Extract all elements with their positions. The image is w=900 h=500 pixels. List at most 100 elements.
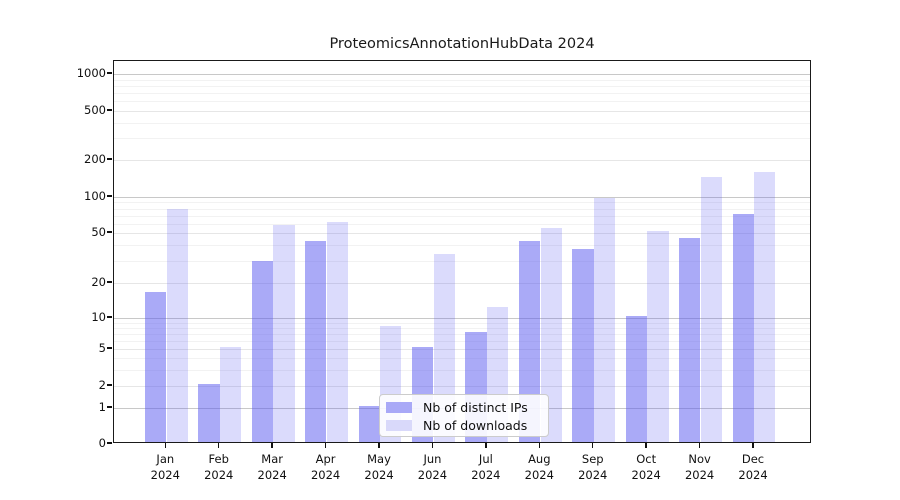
ytick-mark-100 bbox=[107, 195, 112, 197]
bar-downloads-mar bbox=[273, 225, 295, 442]
gridline-y-100 bbox=[114, 197, 810, 198]
xtick-mark-jul bbox=[485, 443, 487, 448]
gridline-y-30 bbox=[114, 260, 810, 262]
gridline-y-60 bbox=[114, 223, 810, 225]
gridline-y-300 bbox=[114, 138, 810, 140]
xtick-mark-jun bbox=[431, 443, 434, 448]
bar-distinct-ips-may bbox=[358, 406, 380, 442]
ytick-label-200: 200 bbox=[84, 152, 106, 166]
bar-distinct-ips-dec bbox=[732, 213, 754, 442]
gridline-y-5 bbox=[114, 349, 810, 350]
bar-distinct-ips-oct bbox=[625, 316, 647, 442]
gridline-y-70 bbox=[114, 215, 810, 217]
xtick-mark-oct bbox=[645, 443, 647, 448]
xtick-label-aug: Aug 2024 bbox=[524, 452, 554, 482]
ytick-label-10: 10 bbox=[91, 310, 106, 324]
xtick-label-feb: Feb 2024 bbox=[204, 452, 234, 482]
xtick-label-mar: Mar 2024 bbox=[257, 452, 287, 482]
gridline-y-80 bbox=[114, 208, 810, 210]
gridline-y-1000 bbox=[114, 74, 810, 75]
gridline-y-600 bbox=[114, 101, 810, 103]
xtick-mark-jan bbox=[164, 443, 166, 448]
bar-downloads-sep bbox=[593, 198, 616, 442]
gridline-y-3 bbox=[114, 369, 810, 371]
legend: Nb of distinct IPs Nb of downloads bbox=[379, 394, 549, 437]
gridline-y-9 bbox=[114, 322, 810, 324]
ytick-label-20: 20 bbox=[91, 275, 106, 289]
gridline-y-200 bbox=[114, 160, 810, 161]
ytick-label-1000: 1000 bbox=[76, 66, 106, 80]
ytick-mark-1 bbox=[107, 406, 112, 408]
ytick-mark-20 bbox=[107, 281, 112, 283]
ytick-mark-1000 bbox=[107, 72, 112, 74]
xtick-label-apr: Apr 2024 bbox=[310, 452, 341, 482]
bar-downloads-dec bbox=[754, 171, 776, 442]
bar-distinct-ips-feb bbox=[198, 384, 220, 442]
xtick-label-jun: Jun 2024 bbox=[417, 452, 448, 482]
ytick-mark-5 bbox=[107, 347, 112, 349]
gridline-y-400 bbox=[114, 122, 810, 124]
bar-distinct-ips-mar bbox=[251, 260, 273, 442]
legend-swatch-distinct-ips bbox=[386, 402, 412, 414]
bar-downloads-nov bbox=[700, 177, 722, 442]
xtick-mark-apr bbox=[324, 443, 327, 448]
xtick-mark-nov bbox=[698, 443, 701, 448]
xtick-label-oct: Oct 2024 bbox=[631, 452, 661, 482]
gridline-y-6 bbox=[114, 340, 810, 342]
xtick-label-sep: Sep 2024 bbox=[578, 452, 608, 482]
gridline-y-2 bbox=[114, 386, 810, 387]
xtick-mark-aug bbox=[538, 443, 540, 448]
ytick-mark-2 bbox=[107, 384, 112, 386]
ytick-mark-50 bbox=[107, 231, 112, 233]
xtick-mark-sep bbox=[592, 443, 594, 448]
ytick-label-50: 50 bbox=[91, 225, 106, 239]
xtick-mark-may bbox=[378, 443, 380, 448]
legend-swatch-downloads bbox=[386, 419, 412, 431]
bar-downloads-feb bbox=[219, 347, 242, 442]
ytick-mark-0 bbox=[107, 442, 112, 444]
gridline-y-900 bbox=[114, 79, 810, 81]
bar-downloads-aug bbox=[540, 227, 562, 442]
gridline-y-90 bbox=[114, 202, 810, 204]
xtick-label-jul: Jul 2024 bbox=[471, 452, 501, 482]
ytick-mark-200 bbox=[107, 158, 112, 160]
xtick-label-dec: Dec 2024 bbox=[738, 452, 768, 482]
gridline-y-500 bbox=[114, 111, 810, 112]
ytick-label-500: 500 bbox=[84, 103, 106, 117]
gridline-y-8 bbox=[114, 327, 810, 329]
legend-label-distinct-ips: Nb of distinct IPs bbox=[423, 400, 528, 416]
bar-distinct-ips-sep bbox=[572, 248, 594, 442]
xtick-label-jan: Jan 2024 bbox=[150, 452, 180, 482]
xtick-mark-mar bbox=[271, 443, 273, 448]
ytick-label-2: 2 bbox=[98, 378, 106, 392]
gridline-y-50 bbox=[114, 233, 810, 234]
bar-distinct-ips-apr bbox=[305, 240, 327, 442]
gridline-y-700 bbox=[114, 93, 810, 95]
legend-label-downloads: Nb of downloads bbox=[423, 417, 528, 433]
xtick-label-nov: Nov 2024 bbox=[684, 452, 715, 482]
gridline-y-7 bbox=[114, 333, 810, 335]
gridline-y-10 bbox=[114, 318, 810, 319]
ytick-label-1: 1 bbox=[98, 400, 106, 414]
bar-downloads-jan bbox=[166, 208, 188, 442]
chart-title: ProteomicsAnnotationHubData 2024 bbox=[329, 36, 595, 52]
bar-distinct-ips-nov bbox=[679, 237, 701, 442]
ytick-mark-10 bbox=[107, 316, 112, 318]
bar-distinct-ips-aug bbox=[518, 240, 541, 442]
gridline-y-20 bbox=[114, 283, 810, 284]
xtick-label-may: May 2024 bbox=[364, 452, 394, 482]
xtick-mark-dec bbox=[752, 443, 754, 448]
bar-downloads-oct bbox=[647, 231, 669, 442]
bar-distinct-ips-jan bbox=[144, 292, 167, 442]
gridline-y-40 bbox=[114, 245, 810, 247]
plot-area bbox=[113, 60, 811, 443]
legend-row-downloads: Nb of downloads bbox=[386, 417, 542, 435]
xtick-mark-feb bbox=[218, 443, 220, 448]
ytick-mark-500 bbox=[107, 109, 112, 111]
gridline-y-800 bbox=[114, 85, 810, 87]
ytick-label-5: 5 bbox=[98, 341, 106, 355]
ytick-label-100: 100 bbox=[84, 189, 106, 203]
legend-row-distinct-ips: Nb of distinct IPs bbox=[386, 399, 542, 417]
bar-downloads-apr bbox=[326, 221, 348, 442]
